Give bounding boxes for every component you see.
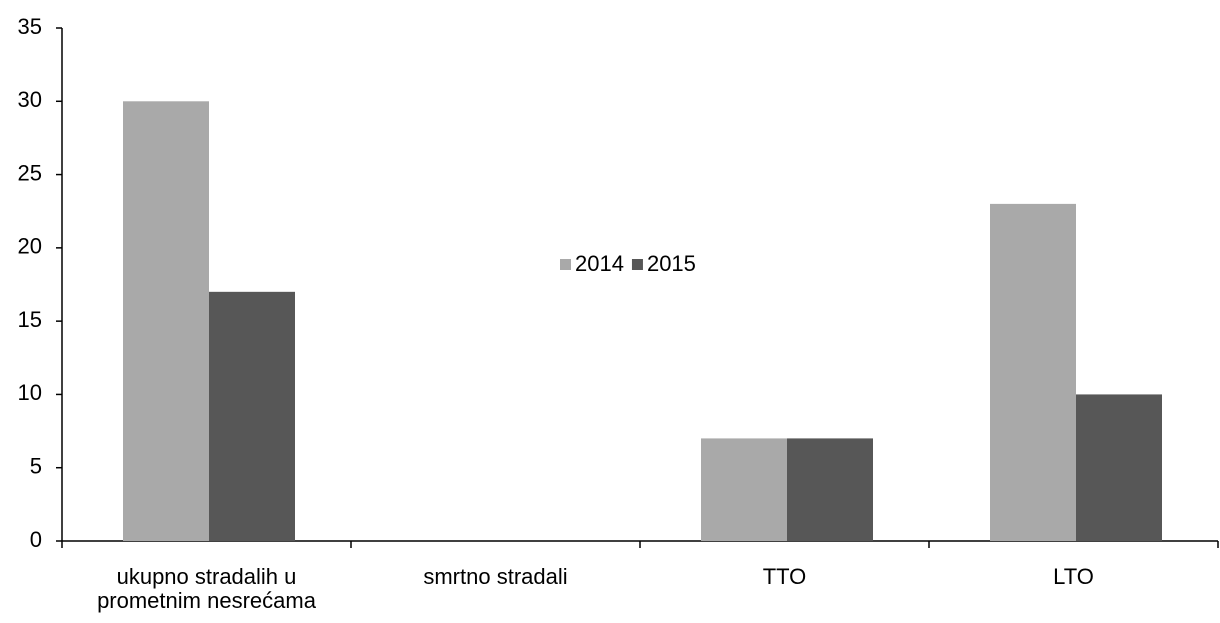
y-tick-label: 15 — [18, 307, 42, 332]
bar — [1076, 394, 1162, 541]
y-tick-label: 10 — [18, 380, 42, 405]
y-tick-label: 25 — [18, 160, 42, 185]
y-tick-label: 30 — [18, 87, 42, 112]
x-tick-label: LTO — [1053, 564, 1094, 589]
x-tick-label: smrtno stradali — [423, 564, 568, 589]
y-tick-label: 5 — [30, 454, 42, 479]
bar — [701, 438, 787, 541]
legend-swatch — [631, 259, 643, 270]
x-tick-label: TTO — [762, 564, 807, 589]
legend-label: 2014 — [575, 251, 624, 276]
bar — [123, 101, 209, 542]
bar — [990, 203, 1076, 541]
bar — [787, 438, 873, 541]
x-tick-label: ukupno stradalih u prometnim nesrećama — [97, 564, 316, 613]
bar — [209, 291, 295, 541]
legend-label: 2015 — [647, 251, 696, 276]
y-tick-label: 35 — [18, 14, 42, 39]
legend-swatch — [560, 259, 571, 270]
y-tick-label: 0 — [30, 527, 42, 552]
y-tick-label: 20 — [18, 234, 42, 259]
